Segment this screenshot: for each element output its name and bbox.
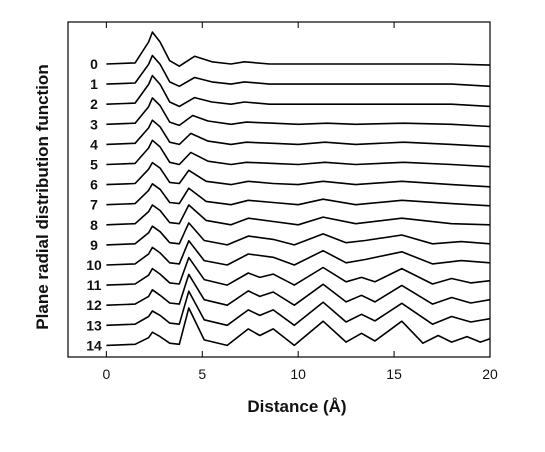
curve-label: 6 (90, 177, 98, 193)
rdf-curve-1 (106, 54, 491, 88)
x-tick-label: 20 (482, 366, 498, 382)
rdf-curve-3 (106, 97, 491, 128)
rdf-curve-9 (106, 222, 491, 246)
rdf-curve-10 (106, 240, 491, 266)
x-tick-label: 15 (386, 366, 402, 382)
rdf-curve-14 (106, 307, 491, 347)
curve-label: 14 (86, 337, 102, 353)
rdf-curve-8 (106, 204, 491, 226)
curve-label: 13 (86, 317, 102, 333)
curve-label: 10 (86, 257, 102, 273)
x-tick-label: 0 (102, 366, 110, 382)
rdf-curve-2 (106, 74, 491, 108)
curve-label: 2 (90, 96, 98, 112)
rdf-curve-4 (106, 119, 491, 148)
curve-label: 4 (90, 136, 98, 152)
x-axis-label: Distance (Å) (247, 397, 346, 416)
rdf-curve-0 (106, 31, 491, 67)
curve-label: 9 (90, 237, 98, 253)
curve-label: 3 (90, 116, 98, 132)
curve-label: 8 (90, 217, 98, 233)
rdf-curve-13 (106, 290, 491, 327)
rdf-curve-11 (106, 256, 491, 286)
x-tick-label: 10 (290, 366, 306, 382)
curve-label: 7 (90, 197, 98, 213)
plot-frame (67, 21, 491, 358)
x-tick-label: 5 (198, 366, 206, 382)
y-axis-label: Plane radial distribution function (33, 64, 52, 329)
rdf-curve-6 (106, 161, 491, 188)
curve-label: 5 (90, 157, 98, 173)
curve-label: 0 (90, 56, 98, 72)
curve-label: 1 (90, 76, 98, 92)
rdf-curve-7 (106, 183, 491, 207)
rdf-curve-5 (106, 139, 491, 168)
rdf-curve-12 (106, 273, 491, 306)
curve-label: 11 (87, 277, 102, 293)
curve-label: 12 (86, 297, 102, 313)
